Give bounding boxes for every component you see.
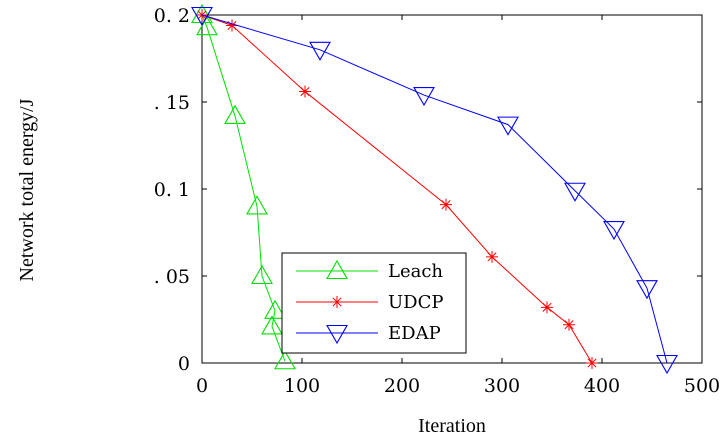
legend-item-edap: EDAP bbox=[296, 323, 441, 345]
data-point-edap bbox=[603, 220, 625, 241]
legend: Leach UDCP EDAP bbox=[281, 252, 467, 354]
x-tick-label: 400 bbox=[584, 375, 620, 397]
data-point-edap bbox=[497, 116, 519, 136]
data-point-edap bbox=[636, 280, 658, 300]
legend-marker-udcp bbox=[331, 296, 343, 308]
data-point-leach bbox=[264, 299, 286, 319]
data-point-udcp-shape bbox=[563, 318, 575, 331]
data-point-edap bbox=[656, 354, 678, 375]
legend-marker-udcp-shape bbox=[331, 296, 343, 308]
data-point-udcp bbox=[586, 357, 598, 369]
series-line-udcp bbox=[201, 14, 593, 364]
legend-marker-edap bbox=[326, 324, 348, 345]
data-point-udcp-shape bbox=[486, 250, 498, 263]
x-tick-label: 100 bbox=[284, 375, 320, 397]
x-tick-label: 200 bbox=[384, 375, 420, 397]
y-tick-label: . 05 bbox=[154, 266, 190, 288]
data-point-leach bbox=[191, 3, 213, 24]
data-point-edap bbox=[413, 86, 435, 107]
data-point-leach bbox=[261, 315, 283, 335]
legend-label-udcp: UDCP bbox=[388, 292, 444, 313]
y-tick-label: 0. 2 bbox=[154, 5, 190, 27]
x-axis-title: Iteration bbox=[418, 415, 486, 437]
y-tick-label: 0. 1 bbox=[154, 179, 190, 201]
data-point-udcp-shape bbox=[586, 357, 598, 369]
data-point-edap bbox=[191, 6, 213, 27]
data-point-udcp-shape bbox=[541, 301, 553, 314]
series-line-edap bbox=[201, 14, 668, 364]
x-tick-label: 0 bbox=[196, 375, 208, 397]
data-point-leach bbox=[251, 264, 273, 285]
data-point-udcp bbox=[541, 301, 553, 314]
legend-marker-leach bbox=[326, 259, 348, 280]
data-point-udcp bbox=[440, 198, 452, 211]
data-point-udcp-shape bbox=[440, 198, 452, 211]
y-tick-label: 0 bbox=[178, 353, 190, 375]
data-point-udcp-shape bbox=[226, 19, 238, 32]
y-axis-title: Network total energy/J bbox=[16, 98, 38, 281]
data-point-edap bbox=[564, 182, 586, 202]
x-tick-label: 500 bbox=[684, 375, 720, 397]
legend-label-leach: Leach bbox=[388, 261, 443, 282]
data-point-udcp-shape bbox=[299, 85, 311, 98]
x-tick-label: 300 bbox=[484, 375, 520, 397]
legend-item-udcp: UDCP bbox=[296, 292, 444, 313]
data-point-edap bbox=[309, 41, 331, 61]
data-point-leach bbox=[224, 104, 246, 124]
legend-label-edap: EDAP bbox=[388, 323, 441, 344]
data-point-udcp bbox=[226, 19, 238, 32]
legend-box bbox=[281, 252, 467, 354]
data-point-udcp bbox=[486, 250, 498, 263]
series-line-leach bbox=[201, 14, 286, 362]
data-point-udcp bbox=[299, 85, 311, 98]
data-point-udcp bbox=[563, 318, 575, 331]
data-point-leach bbox=[246, 195, 268, 215]
y-tick-label: . 15 bbox=[154, 92, 190, 114]
legend-item-leach: Leach bbox=[296, 259, 443, 282]
data-point-leach bbox=[274, 350, 296, 370]
